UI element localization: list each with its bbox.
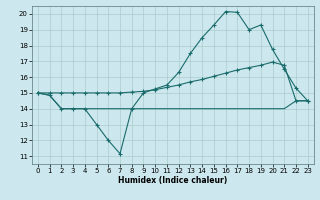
X-axis label: Humidex (Indice chaleur): Humidex (Indice chaleur)	[118, 176, 228, 185]
